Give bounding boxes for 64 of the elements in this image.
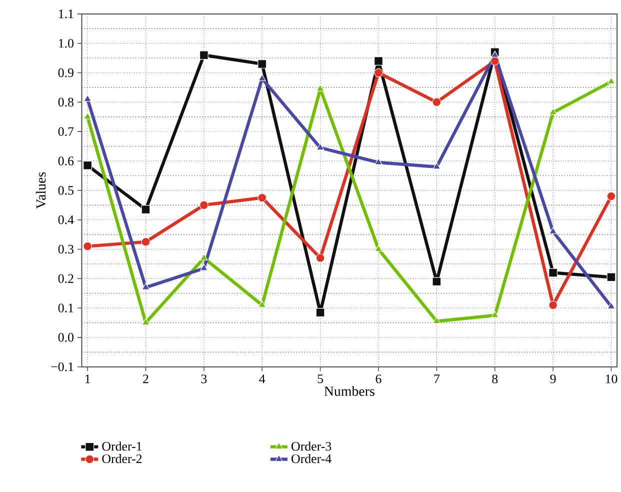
legend-label: Order-3 [292,441,332,450]
point [606,192,616,201]
point [549,226,557,234]
point [199,50,208,60]
point [316,143,324,150]
x-tick-label: 6 [376,374,382,384]
point [199,200,208,210]
point [84,112,92,120]
legend-label: Order-4 [292,454,332,463]
point [258,59,267,68]
point [200,264,208,270]
point [374,244,382,252]
point [84,94,92,102]
point [548,300,558,310]
point [432,162,441,170]
x-tick-label: 7 [434,374,440,383]
y-tick-label: 1.0 [58,38,74,48]
point [316,253,325,262]
x-tick-label: 1 [85,374,90,383]
point [141,237,150,246]
point [316,308,325,317]
y-tick-label: 0.8 [58,98,74,106]
point [200,253,208,260]
y-tick-label: 0.3 [58,244,74,254]
x-tick-label: 10 [606,374,618,384]
point [141,204,150,214]
point [548,268,558,277]
x-axis-title: Numbers [324,386,374,396]
y-tick-label: 0.1 [58,303,74,312]
y-tick-label: 0.4 [58,215,74,224]
x-tick-label: 8 [492,374,498,384]
y-tick-label: 0.2 [58,274,74,283]
x-tick-label: 9 [550,374,556,384]
point [374,68,383,78]
x-tick-label: 2 [143,374,148,383]
point [432,276,442,286]
point [432,97,442,106]
y-axis-title: Values [36,172,46,209]
x-tick-label: 5 [318,374,324,383]
point [142,282,150,290]
x-tick-label: 3 [201,374,207,384]
point [432,316,441,324]
point [316,84,324,92]
y-tick-label: 0.5 [58,186,74,195]
point [549,108,557,115]
y-tick-label: 0.7 [58,126,74,136]
y-tick-label: 1.1 [58,9,74,18]
y-tick-label: 0.6 [58,156,74,166]
point [606,272,616,282]
x-tick-label: 4 [259,374,266,383]
y-tick-label: 0.0 [58,332,74,342]
point [142,318,150,325]
point [490,310,499,318]
point [374,56,383,66]
point [607,302,616,309]
point [258,300,266,308]
point [83,160,92,170]
y-tick-label: 0.9 [58,68,74,77]
point [490,50,499,58]
legend-label: Order-2 [102,454,142,463]
point [258,193,267,202]
point [83,242,92,251]
y-tick-label: −0.1 [51,362,74,372]
legend-label: Order-1 [102,441,142,450]
